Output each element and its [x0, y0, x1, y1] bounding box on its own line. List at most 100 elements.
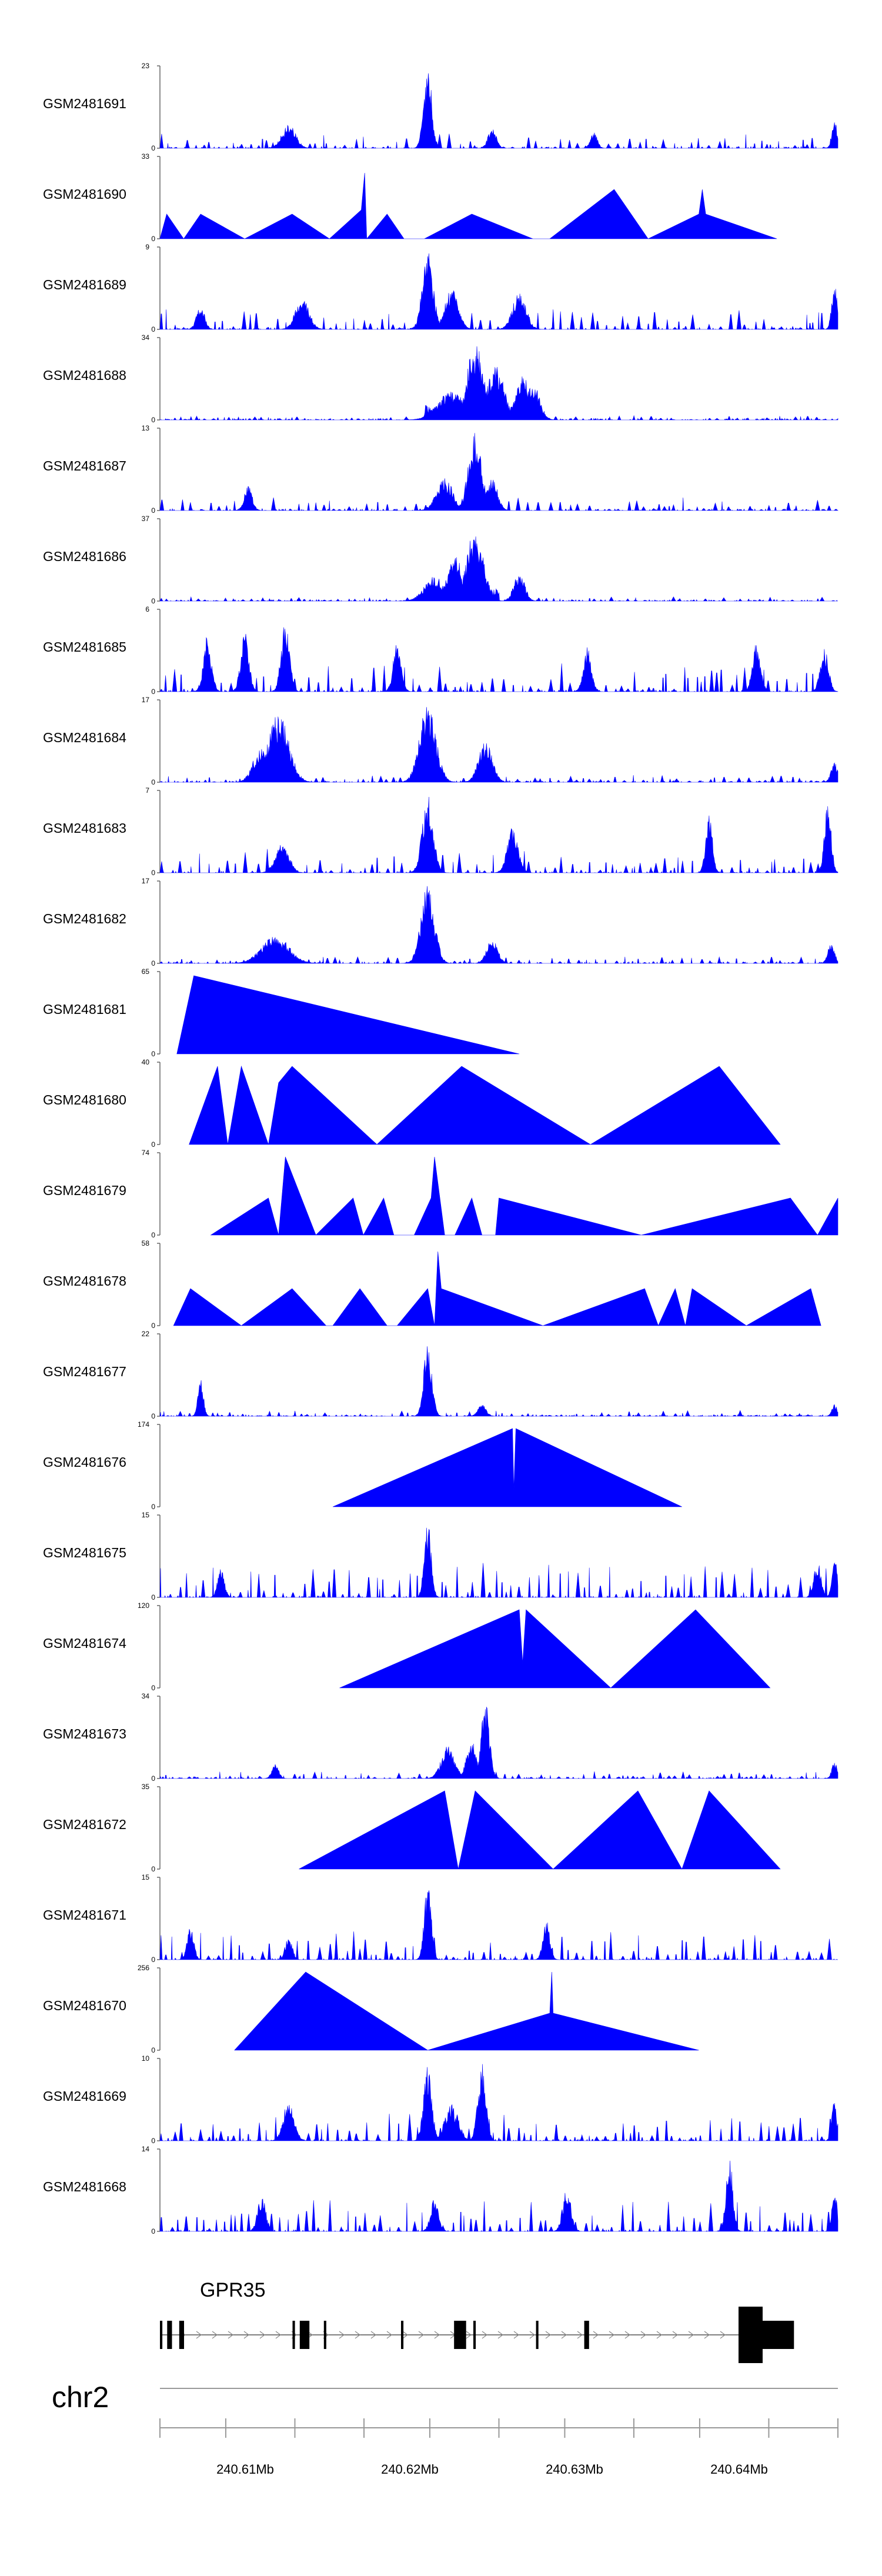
track-label: GSM2481668 [43, 2179, 126, 2194]
y-max-label: 34 [142, 1692, 150, 1700]
exon [401, 2321, 404, 2349]
track-label: GSM2481677 [43, 1364, 126, 1379]
y-max-label: 17 [142, 877, 150, 885]
y-zero-label: 0 [151, 1503, 155, 1511]
y-zero-label: 0 [151, 1140, 155, 1149]
signal-area [189, 1065, 781, 1145]
y-max-label: 34 [142, 333, 150, 342]
track-label: GSM2481676 [43, 1454, 126, 1470]
y-zero-label: 0 [151, 325, 155, 333]
strand-arrow [434, 2331, 440, 2339]
track-GSM2481682: GSM2481682 17 0 [43, 877, 838, 967]
signal-area [173, 1251, 821, 1326]
signal-area [159, 627, 838, 693]
y-max-label: 14 [142, 2145, 150, 2153]
y-max-label: 74 [142, 1149, 150, 1157]
strand-arrow [656, 2331, 662, 2339]
strand-arrow [243, 2331, 249, 2339]
signal-area [159, 172, 777, 239]
track-GSM2481678: GSM2481678 58 0 [43, 1239, 821, 1330]
y-max-label: 9 [145, 243, 149, 251]
strand-arrow [704, 2331, 710, 2339]
strand-arrow [418, 2331, 424, 2339]
track-label: GSM2481672 [43, 1817, 126, 1832]
strand-arrow [196, 2331, 202, 2339]
strand-arrow [593, 2331, 599, 2339]
track-label: GSM2481680 [43, 1092, 126, 1107]
y-zero-label: 0 [151, 1412, 155, 1420]
y-max-label: 10 [142, 2054, 150, 2063]
y-max-label: 33 [142, 152, 150, 161]
track-GSM2481679: GSM2481679 74 0 [43, 1149, 838, 1239]
exon [299, 2321, 310, 2349]
strand-arrow [482, 2331, 487, 2339]
strand-arrow [720, 2331, 726, 2339]
signal-area [159, 346, 838, 421]
strand-arrow [561, 2331, 567, 2339]
y-zero-label: 0 [151, 144, 155, 152]
signal-area [159, 2160, 838, 2232]
strand-arrow [529, 2331, 535, 2339]
y-max-label: 65 [142, 967, 150, 976]
track-GSM2481684: GSM2481684 17 0 [43, 696, 838, 786]
y-zero-label: 0 [151, 1956, 155, 1964]
y-zero-label: 0 [151, 1322, 155, 1330]
y-max-label: 35 [142, 1783, 150, 1791]
signal-tracks: GSM2481691230GSM2481690330GSM248168990GS… [43, 62, 838, 2235]
y-max-label: 58 [142, 1239, 150, 1247]
signal-area [159, 536, 838, 602]
signal-area [210, 1156, 838, 1236]
track-GSM2481683: GSM2481683 7 0 [43, 786, 838, 877]
gene-label: GPR35 [200, 2279, 266, 2301]
y-zero-label: 0 [151, 235, 155, 243]
axis-tick-label: 240.63Mb [546, 2462, 603, 2477]
y-max-label: 37 [142, 515, 150, 523]
strand-arrow [386, 2331, 392, 2339]
exon [536, 2321, 539, 2349]
chromosome-axis: chr2 240.61Mb 240.62Mb 240.63Mb 240.64Mb [52, 2381, 838, 2477]
coding-exon [739, 2307, 763, 2363]
strand-arrow [355, 2331, 360, 2339]
strand-arrow [402, 2331, 408, 2339]
track-GSM2481688: GSM2481688 34 0 [43, 333, 838, 424]
track-label: GSM2481690 [43, 186, 126, 202]
signal-area [159, 796, 838, 873]
strand-arrow [228, 2331, 233, 2339]
strand-arrow [545, 2331, 551, 2339]
signal-area [159, 1346, 838, 1417]
track-GSM2481672: GSM2481672 35 0 [43, 1783, 781, 1873]
y-zero-label: 0 [151, 416, 155, 424]
y-zero-label: 0 [151, 1050, 155, 1058]
track-label: GSM2481688 [43, 368, 126, 383]
track-label: GSM2481691 [43, 96, 126, 111]
y-zero-label: 0 [151, 869, 155, 877]
exon [292, 2321, 295, 2349]
y-max-label: 17 [142, 696, 150, 704]
signal-area [159, 253, 838, 331]
y-max-label: 7 [145, 786, 149, 795]
signal-area [159, 433, 838, 512]
signal-area [159, 1890, 838, 1961]
strand-arrow [370, 2331, 376, 2339]
signal-area [159, 2064, 838, 2142]
axis-tick-label: 240.61Mb [216, 2462, 274, 2477]
y-zero-label: 0 [151, 1774, 155, 1783]
track-GSM2481671: GSM2481671 15 0 [43, 1873, 838, 1964]
track-label: GSM2481669 [43, 2088, 126, 2104]
exon [179, 2321, 184, 2349]
y-max-label: 256 [138, 1964, 149, 1972]
signal-area [159, 886, 838, 965]
strand-arrow [259, 2331, 265, 2339]
track-GSM2481668: GSM2481668 14 0 [43, 2145, 838, 2235]
track-label: GSM2481683 [43, 820, 126, 836]
strand-arrow [672, 2331, 678, 2339]
signal-area [299, 1790, 781, 1870]
y-zero-label: 0 [151, 959, 155, 967]
track-label: GSM2481689 [43, 277, 126, 292]
exon [584, 2321, 589, 2349]
y-max-label: 23 [142, 62, 150, 70]
y-zero-label: 0 [151, 506, 155, 515]
y-max-label: 15 [142, 1511, 150, 1519]
signal-area [159, 1706, 838, 1779]
